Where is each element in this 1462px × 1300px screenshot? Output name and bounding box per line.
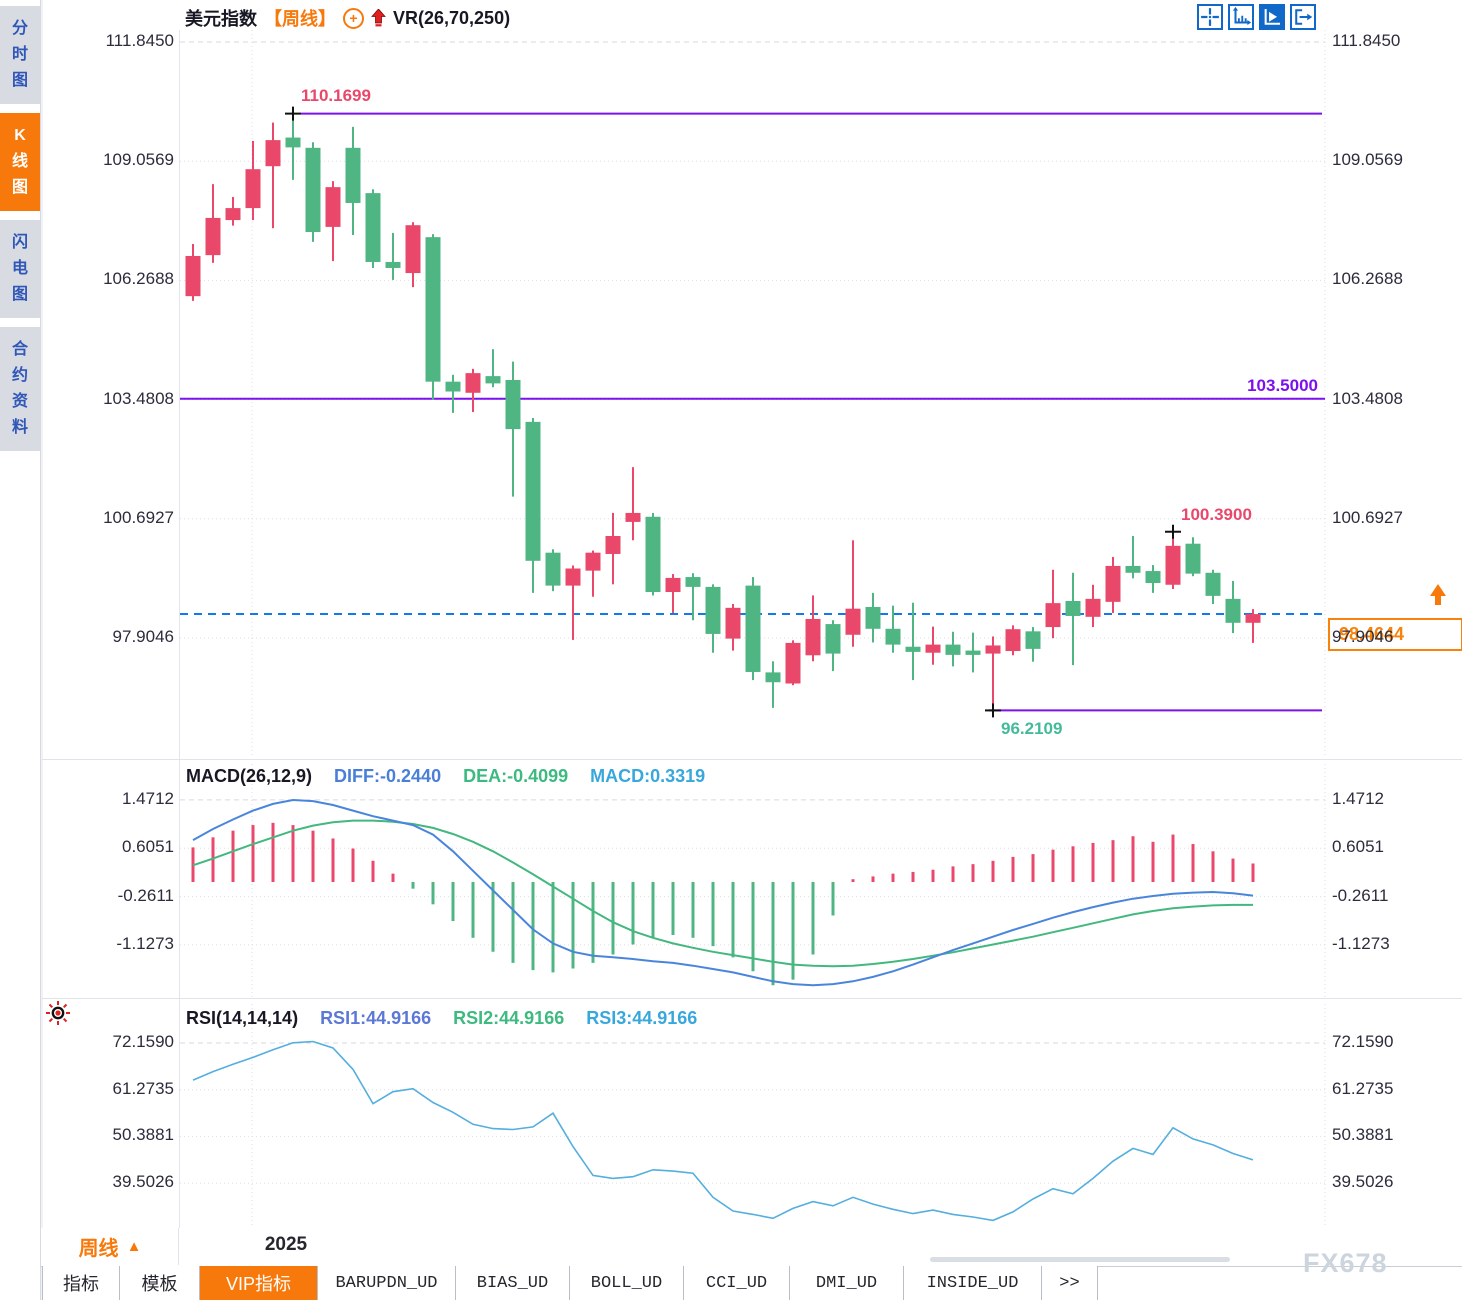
swing-high-label: 100.3900 xyxy=(1181,505,1252,524)
macd-axis-label-left: -0.2611 xyxy=(117,885,174,905)
watermark: FX678 xyxy=(1303,1248,1388,1278)
rsi-line xyxy=(192,1040,1254,1222)
macd-header: MACD(26,12,9) DIFF:-0.2440 DEA:-0.4099 M… xyxy=(186,766,705,787)
price-axis-label-left: 100.6927 xyxy=(103,507,174,527)
bottom-tab-DMI_UD[interactable]: DMI_UD xyxy=(790,1266,904,1300)
rsi-axis-label-left: 39.5026 xyxy=(112,1172,174,1192)
horizontal-scrollbar[interactable] xyxy=(930,1257,1230,1262)
macd-axis-label-right: -0.2611 xyxy=(1332,885,1389,905)
macd-panel xyxy=(191,798,1255,987)
bottom-tab-模板[interactable]: 模板 xyxy=(120,1266,200,1300)
macd-axis-label-right: 0.6051 xyxy=(1332,837,1384,857)
dea-line xyxy=(192,819,1253,968)
rsi-axis-label-left: 61.2735 xyxy=(112,1078,174,1098)
price-axis-label-right: 111.8450 xyxy=(1332,31,1401,50)
indicator-settings-icon[interactable] xyxy=(44,999,72,1027)
price-axis-label-right: 100.6927 xyxy=(1332,507,1403,527)
price-axis-label-left: 103.4808 xyxy=(103,388,174,408)
macd-dea-value: DEA:-0.4099 xyxy=(463,766,569,786)
chart-toolbar xyxy=(1197,4,1316,30)
bottom-tab-[interactable]: >> xyxy=(1042,1266,1098,1300)
crosshair-icon[interactable] xyxy=(1197,4,1223,30)
macd-axis-label-right: -1.1273 xyxy=(1332,933,1390,953)
up-arrow-icon xyxy=(371,9,386,27)
rsi-axis-label-right: 50.3881 xyxy=(1332,1125,1394,1145)
macd-diff-value: DIFF:-0.2440 xyxy=(334,766,442,786)
price-axis-label-left: 106.2688 xyxy=(103,269,174,289)
rsi-title[interactable]: RSI(14,14,14) xyxy=(186,1008,299,1028)
rsi-axis-label-right: 39.5026 xyxy=(1332,1172,1394,1192)
rsi-axis-label-right: 61.2735 xyxy=(1332,1078,1394,1098)
bottom-tab-指标[interactable]: 指标 xyxy=(42,1266,120,1300)
rsi2-value: RSI2:44.9166 xyxy=(453,1008,565,1028)
bottom-tab-BARUPDN_UD[interactable]: BARUPDN_UD xyxy=(318,1266,456,1300)
macd-axis-label-left: 0.6051 xyxy=(122,837,174,857)
jump-latest-icon[interactable] xyxy=(1290,4,1316,30)
vr-indicator-label[interactable]: VR(26,70,250) xyxy=(393,7,511,28)
macd-axis-label-left: -1.1273 xyxy=(116,933,174,953)
price-axis-label-right: 97.9046 xyxy=(1332,626,1394,646)
sidebar-tab-闪电图[interactable]: 闪电图 xyxy=(0,220,40,318)
period-label[interactable]: 【周线】 xyxy=(264,9,336,29)
indicator-tab-bar: 指标 模板 VIP指标 BARUPDN_UD BIAS_UD BOLL_UD CCI_UD D… xyxy=(42,1266,1098,1300)
axis-scale-icon[interactable] xyxy=(1228,4,1254,30)
mid-line-label: 103.5000 xyxy=(1247,376,1318,395)
timeline-row: 周线 2025 xyxy=(0,1228,1462,1267)
sidebar-tab-合约资料[interactable]: 合约资料 xyxy=(0,327,40,451)
period-selector-button[interactable]: 周线 xyxy=(42,1228,179,1265)
add-indicator-icon[interactable] xyxy=(343,7,364,29)
price-axis-label-left: 111.8450 xyxy=(105,31,174,50)
diff-line xyxy=(192,798,1254,987)
x-axis-year-label: 2025 xyxy=(264,1234,308,1255)
macd-axis-label-right: 1.4712 xyxy=(1332,788,1384,808)
bottom-tab-BOLL_UD[interactable]: BOLL_UD xyxy=(570,1266,684,1300)
sidebar-tab-分时图[interactable]: 分时图 xyxy=(0,6,40,104)
bottom-tab-VIP指标[interactable]: VIP指标 xyxy=(200,1266,318,1300)
price-axis-label-right: 106.2688 xyxy=(1332,269,1403,289)
candlestick-series xyxy=(185,113,1261,711)
main-plot-area[interactable] xyxy=(180,30,1325,1228)
rsi-axis-label-left: 50.3881 xyxy=(112,1125,174,1145)
triangle-up-icon xyxy=(127,1238,142,1255)
chart-title: 美元指数 【周线】 VR(26,70,250) xyxy=(185,5,510,31)
bottom-tab-BIAS_UD[interactable]: BIAS_UD xyxy=(456,1266,570,1300)
price-axis-label-right: 109.0569 xyxy=(1332,150,1403,170)
resistance-label: 110.1699 xyxy=(301,86,371,105)
rsi-axis-label-right: 72.1590 xyxy=(1332,1032,1394,1051)
bottom-tab-INSIDE_UD[interactable]: INSIDE_UD xyxy=(904,1266,1042,1300)
rsi1-value: RSI1:44.9166 xyxy=(320,1008,432,1028)
macd-title[interactable]: MACD(26,12,9) xyxy=(186,766,313,786)
price-axis-label-left: 97.9046 xyxy=(112,626,174,646)
macd-macd-value: MACD:0.3319 xyxy=(590,766,706,786)
price-marker-arrow xyxy=(1430,584,1446,596)
last-price-badge: 98.4644 xyxy=(1328,618,1462,651)
rsi-axis-label-left: 72.1590 xyxy=(112,1032,174,1051)
support-label: 96.2109 xyxy=(1001,719,1063,738)
auto-scroll-icon[interactable] xyxy=(1259,4,1285,30)
period-selector-label: 周线 xyxy=(78,1238,119,1260)
macd-axis-label-left: 1.4712 xyxy=(122,788,174,808)
symbol-name: 美元指数 xyxy=(185,9,257,29)
rsi3-value: RSI3:44.9166 xyxy=(586,1008,698,1028)
price-axis-label-right: 103.4808 xyxy=(1332,388,1403,408)
rsi-header: RSI(14,14,14) RSI1:44.9166 RSI2:44.9166 … xyxy=(186,1008,697,1029)
bottom-tab-CCI_UD[interactable]: CCI_UD xyxy=(684,1266,790,1300)
price-axis-label-left: 109.0569 xyxy=(103,150,174,170)
